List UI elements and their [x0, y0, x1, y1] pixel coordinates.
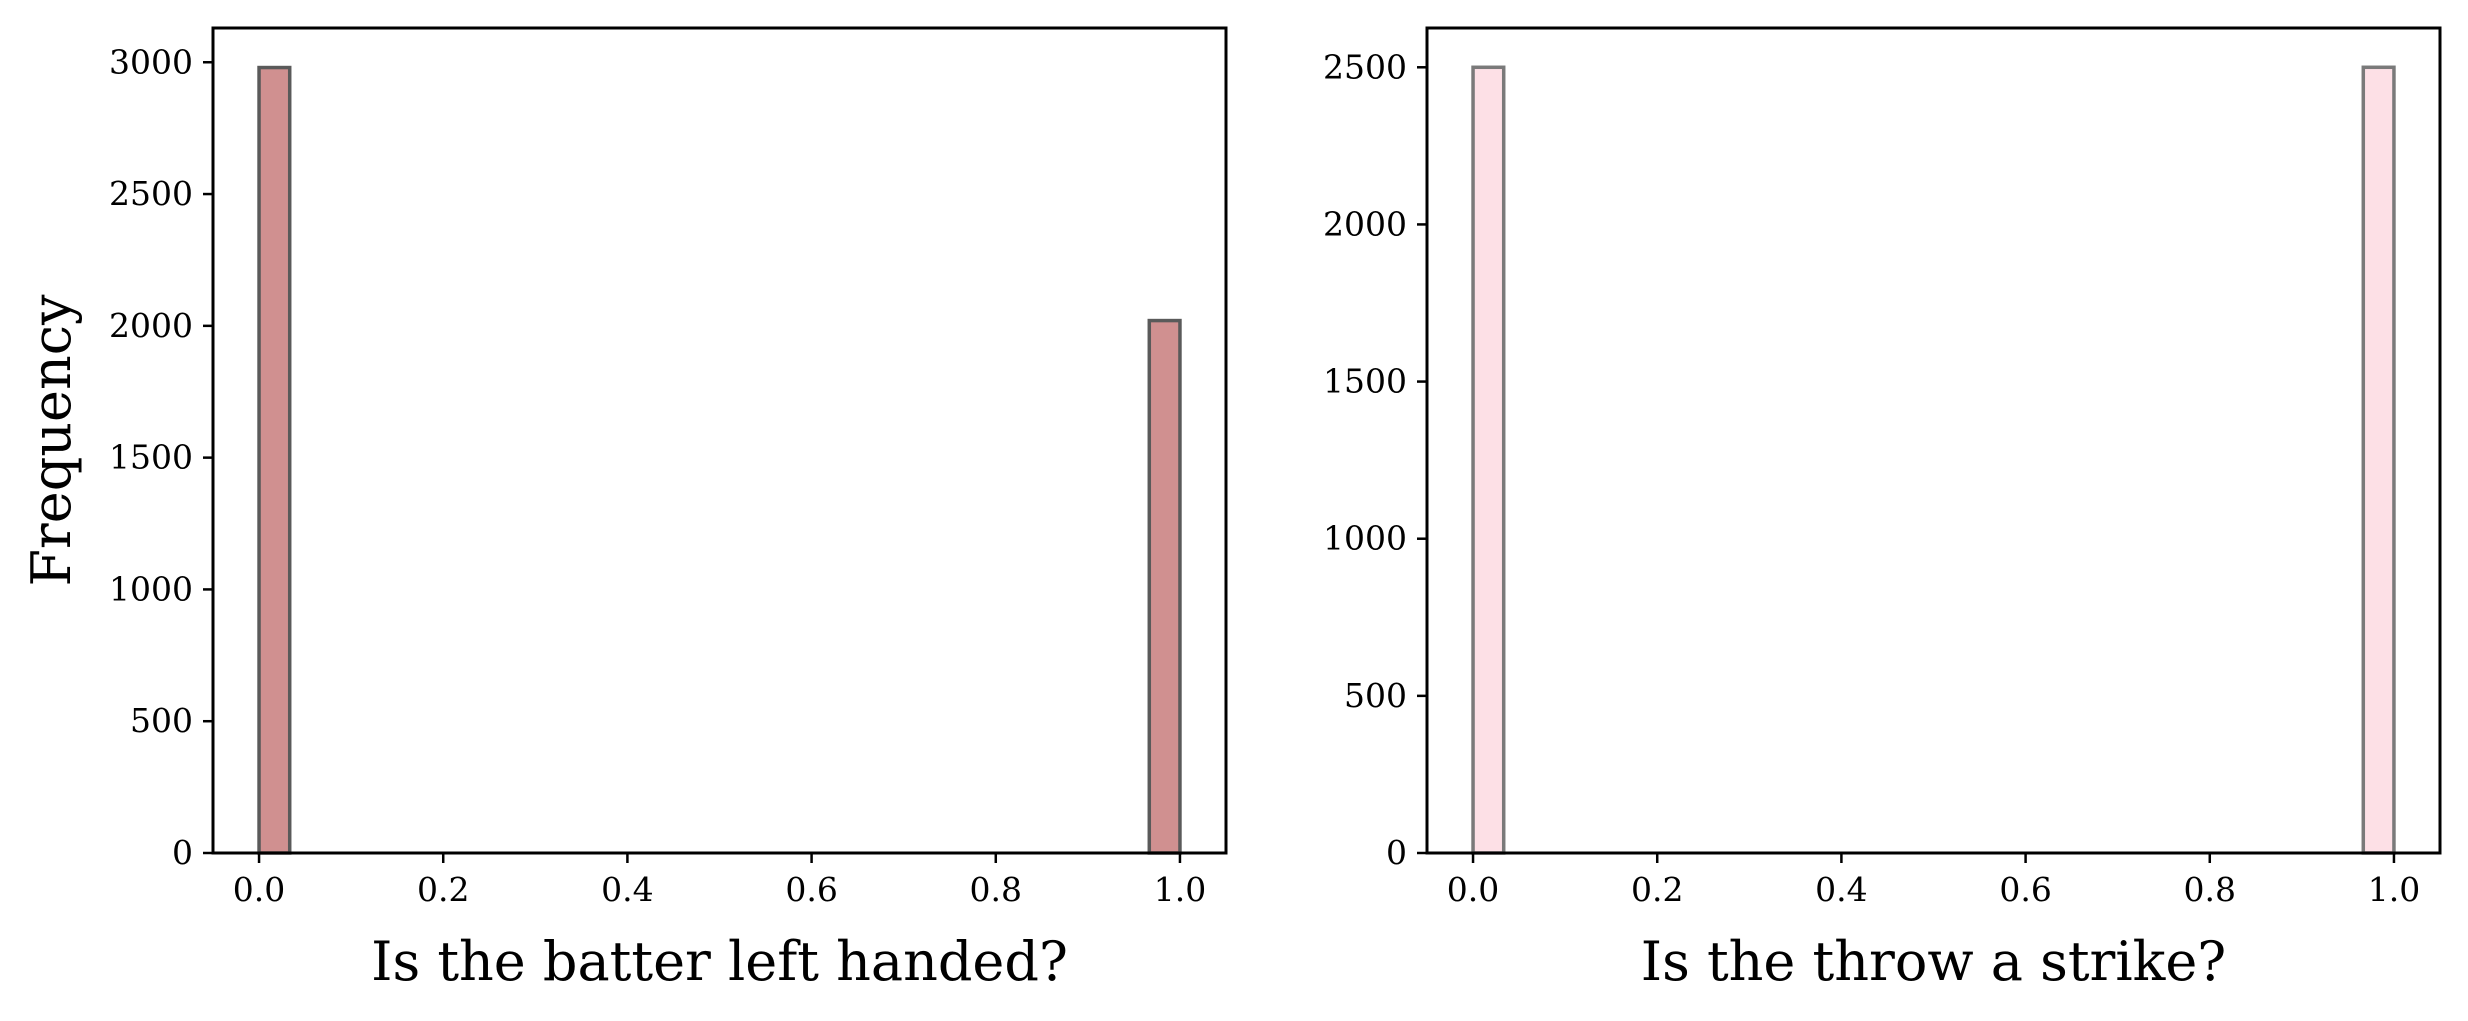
x-axis-label: Is the throw a strike? [1641, 930, 2226, 993]
y-tick-label: 1500 [109, 438, 193, 477]
histogram-throw-strike: 0.0 0.2 0.4 0.6 0.8 1.0 0 500 1000 1500 2000 2500 Is… [1323, 26, 2442, 993]
histogram-bar-1 [1147, 318, 1182, 855]
y-tick-label: 0 [172, 833, 193, 872]
x-tick-label: 0.0 [1447, 870, 1499, 909]
x-tick-label: 0.8 [2184, 870, 2236, 909]
y-tick-label: 1500 [1323, 362, 1407, 401]
x-tick-label: 0.4 [1815, 870, 1867, 909]
y-tick-label: 2000 [109, 306, 193, 345]
y-tick-label: 0 [1386, 833, 1407, 872]
histogram-batter-left-handed: 0.0 0.2 0.4 0.6 0.8 1.0 0 500 1000 1500 2000 2500 30… [20, 26, 1228, 993]
histogram-bar-1 [2361, 65, 2396, 855]
x-tick-label: 0.4 [601, 870, 653, 909]
histogram-bar-0 [257, 65, 292, 855]
y-tick-label: 1000 [109, 569, 193, 608]
x-axis-label: Is the batter left handed? [371, 930, 1068, 993]
x-tick-label: 0.8 [970, 870, 1022, 909]
y-tick-label: 1000 [1323, 519, 1407, 558]
x-tick-label: 0.0 [233, 870, 285, 909]
y-tick-label: 2500 [1323, 47, 1407, 86]
y-tick-label: 500 [130, 701, 193, 740]
x-tick-label: 0.2 [417, 870, 469, 909]
x-tick-label: 1.0 [2368, 870, 2420, 909]
y-tick-label: 3000 [109, 42, 193, 81]
x-tick-label: 0.6 [785, 870, 837, 909]
plot-frame [211, 26, 1228, 855]
plot-frame [1425, 26, 2442, 855]
y-tick-label: 2500 [109, 174, 193, 213]
histogram-bar-0 [1471, 65, 1506, 855]
y-tick-label: 2000 [1323, 204, 1407, 243]
y-axis-label: Frequency [20, 294, 83, 587]
x-tick-label: 0.2 [1631, 870, 1683, 909]
x-tick-label: 1.0 [1154, 870, 1206, 909]
y-tick-label: 500 [1344, 676, 1407, 715]
x-tick-label: 0.6 [1999, 870, 2051, 909]
